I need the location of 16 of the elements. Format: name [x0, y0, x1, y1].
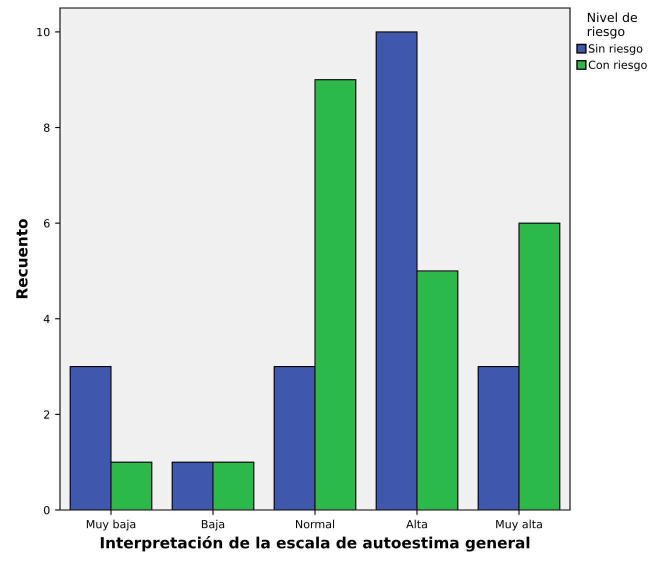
y-tick-label: 4 — [44, 314, 50, 323]
y-tick-label: 10 — [37, 28, 50, 36]
y-tick-label: 8 — [44, 124, 50, 132]
x-tick-label: Alta — [406, 520, 427, 528]
x-tick-label: Muy alta — [496, 520, 542, 530]
x-tick-label: Baja — [202, 520, 224, 530]
y-tick-label: 0 — [44, 506, 50, 514]
legend-title: Nivel de riesgo — [588, 12, 638, 39]
y-tick-label: 6 — [44, 219, 50, 228]
y-axis-title: Recuento — [16, 219, 28, 298]
legend-label: Con riesgo — [588, 60, 647, 72]
y-tick-label: 2 — [44, 410, 50, 419]
x-tick-label: Normal — [296, 520, 334, 528]
x-tick-label: Muy baja — [86, 520, 136, 530]
x-axis-title: Interpretación de la escala de autoestima general — [100, 536, 530, 552]
legend-label: Sin riesgo — [588, 44, 642, 55]
